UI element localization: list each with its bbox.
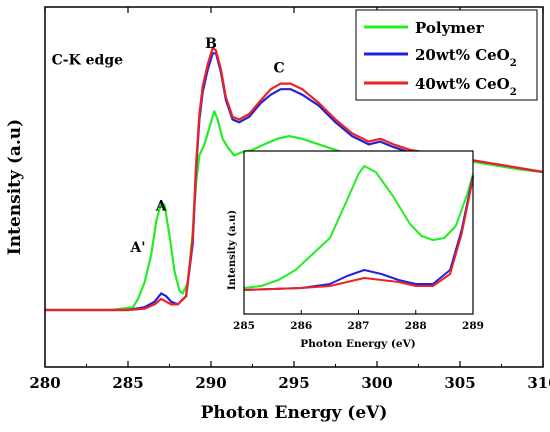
x-tick-label: 305 <box>444 374 475 392</box>
legend: Polymer 20wt% CeO2 40wt% CeO2 <box>355 9 538 101</box>
annotation-c-k-edge: C-K edge <box>52 52 123 68</box>
x-tick-label: 310 <box>527 374 550 392</box>
x-tick-label: 285 <box>112 374 143 392</box>
main-x-ticks: 280 285 290 295 300 305 310 <box>29 7 550 392</box>
inset-plot: 285 286 287 288 289 Photon Energy (eV) Inten… <box>227 150 484 350</box>
inset-x-tick-label: 286 <box>290 320 312 332</box>
annotation-b: B <box>205 36 217 52</box>
legend-label-20wt: 20wt% CeO2 <box>415 46 517 69</box>
inset-series-line-20wt-ceo2 <box>243 175 474 291</box>
inset-x-tick-label: 285 <box>233 320 255 332</box>
annotation-a: A <box>155 199 168 215</box>
inset-series-line-40wt-ceo2 <box>243 177 474 291</box>
x-tick-label: 300 <box>361 374 392 392</box>
inset-background <box>244 151 473 314</box>
legend-label-40wt: 40wt% CeO2 <box>415 75 517 98</box>
x-tick-label: 295 <box>278 374 309 392</box>
annotation-a-prime: A' <box>129 240 145 256</box>
x-tick-label: 280 <box>29 374 60 392</box>
inset-y-axis-label: Intensity (a.u) <box>227 210 238 290</box>
main-annotations: C-K edge A A' B C <box>52 36 285 256</box>
x-axis-label: Photon Energy (eV) <box>201 403 388 423</box>
inset-x-axis-label: Photon Energy (eV) <box>300 338 415 350</box>
inset-series-line-polymer <box>243 165 474 289</box>
main-plot: 280 285 290 295 300 305 310 Photon Energy (eV)… <box>5 6 550 423</box>
inset-x-tick-label: 288 <box>405 320 427 332</box>
inset-x-tick-label: 287 <box>348 320 370 332</box>
legend-label-polymer: Polymer <box>415 19 485 37</box>
y-axis-label: Intensity (a.u) <box>5 119 25 255</box>
inset-series-group <box>243 165 474 291</box>
inset-x-ticks: 285 286 287 288 289 <box>233 310 484 332</box>
annotation-c: C <box>273 61 284 77</box>
x-tick-label: 290 <box>195 374 226 392</box>
inset-x-tick-label: 289 <box>462 320 484 332</box>
